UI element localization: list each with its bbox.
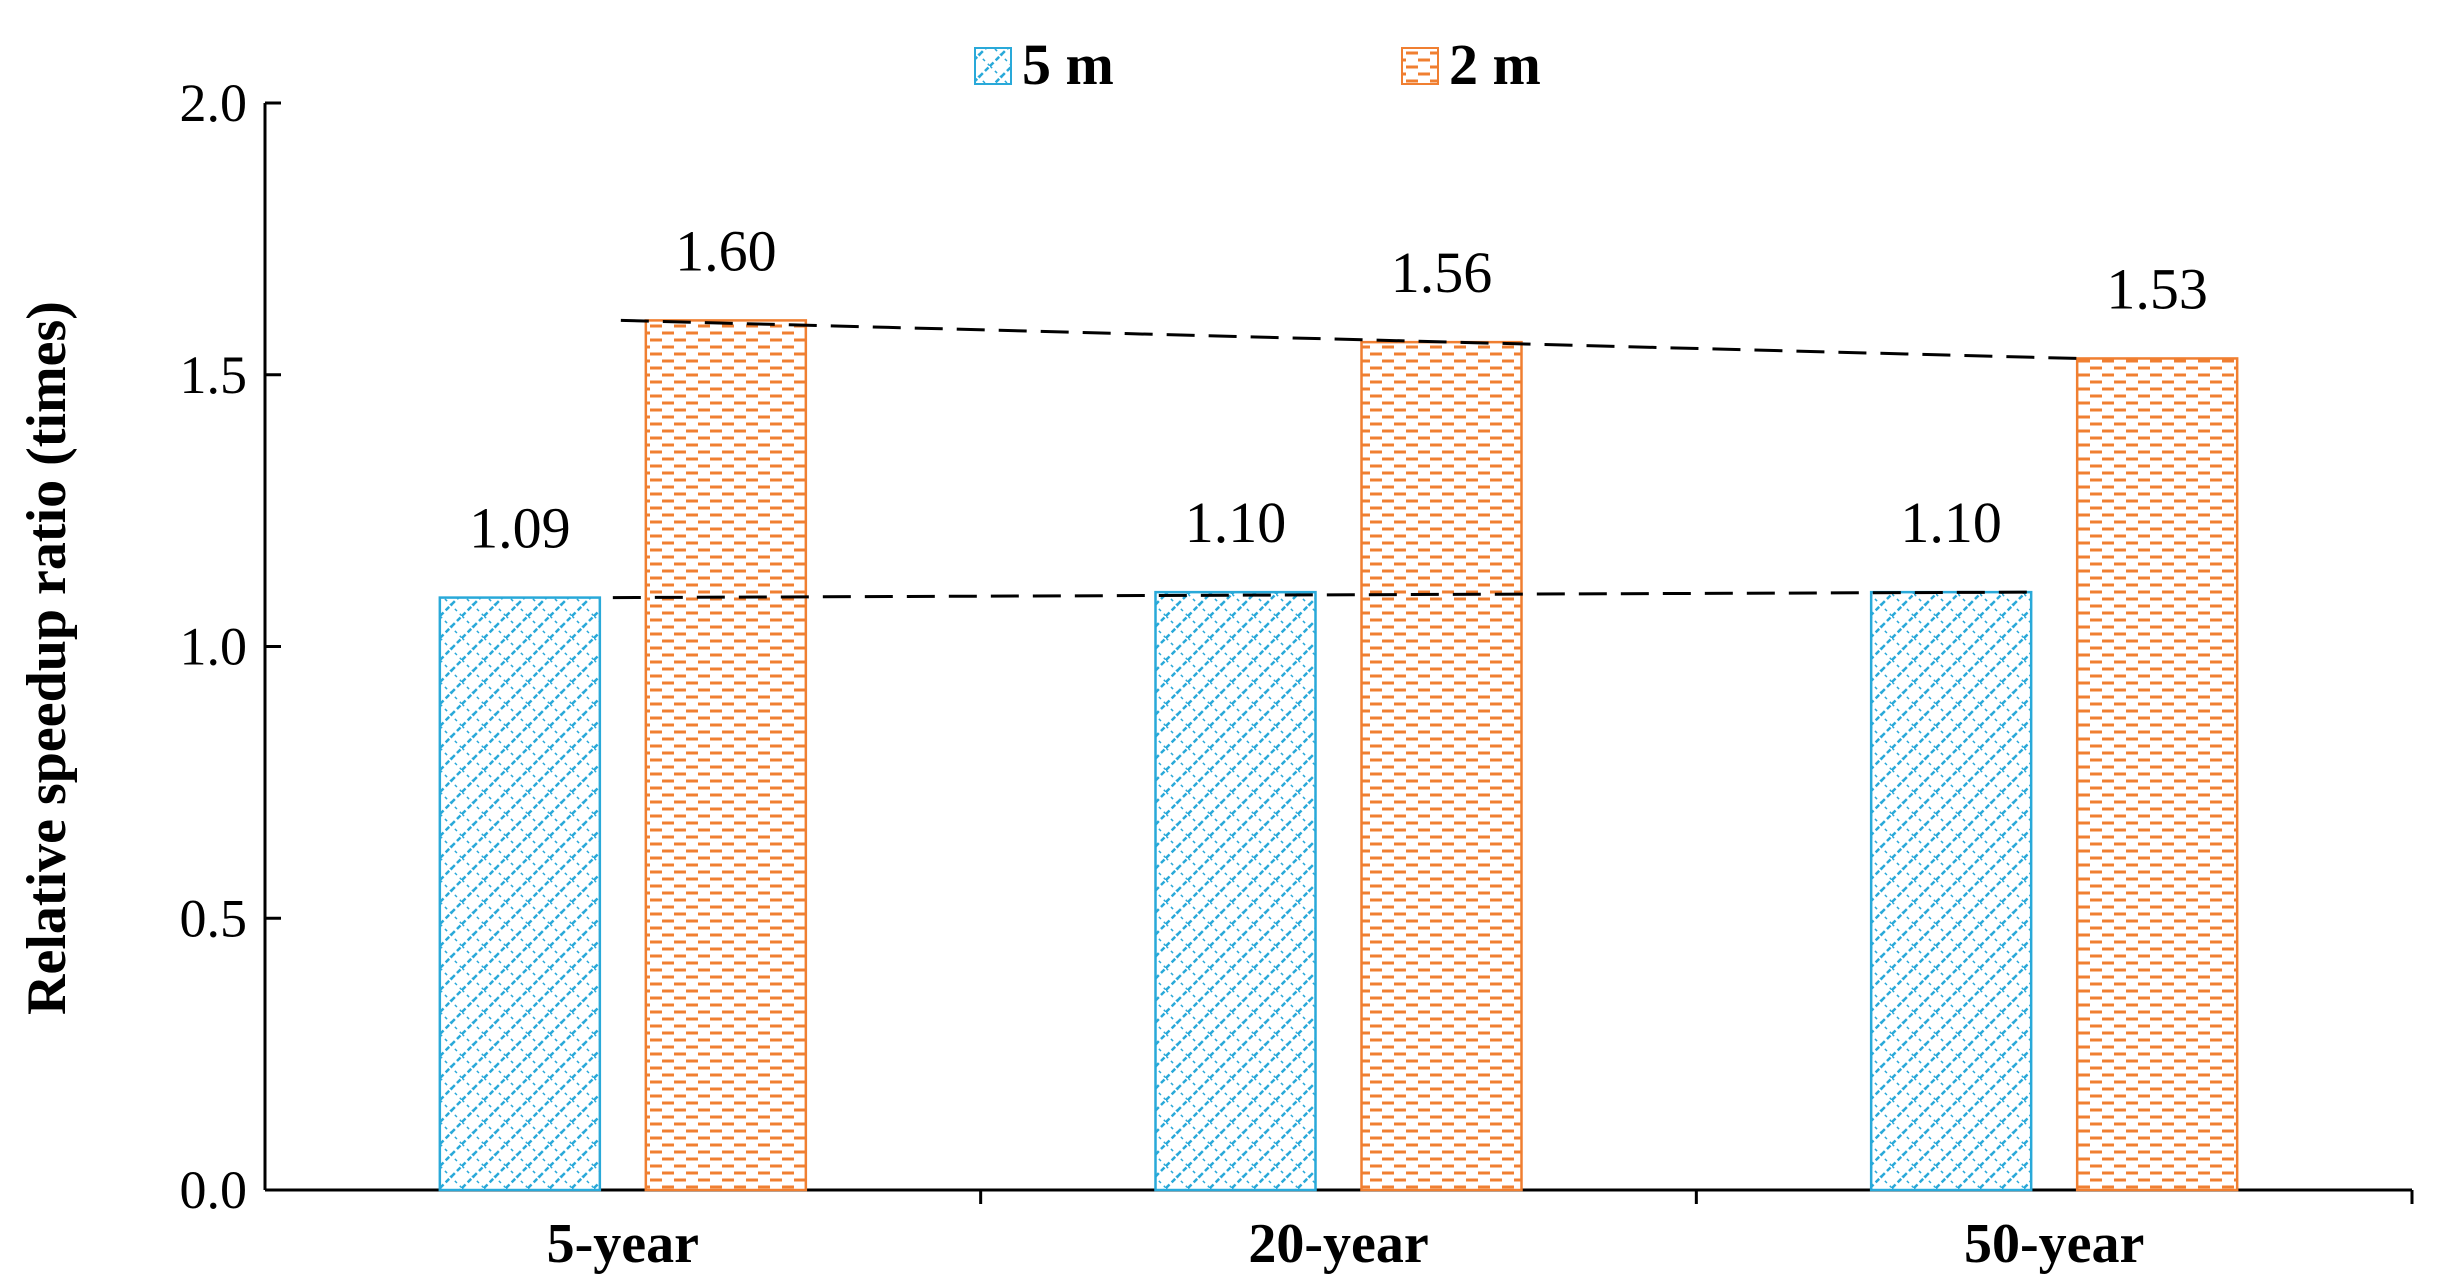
data-label: 1.56 <box>1391 240 1493 305</box>
y-tick-label: 1.0 <box>180 617 248 677</box>
trend-line-5m <box>612 590 2032 600</box>
y-tick-label: 1.5 <box>180 345 248 405</box>
y-tick-label: 0.5 <box>180 888 248 948</box>
bar-5m-1 <box>1154 590 1317 1192</box>
data-label: 1.60 <box>675 218 777 283</box>
x-tick-label: 50-year <box>1964 1213 2144 1275</box>
bar-5m-0 <box>438 596 602 1192</box>
legend-swatch-5m <box>974 47 1012 85</box>
y-tick-label: 2.0 <box>180 73 248 133</box>
legend-swatch-2m <box>1401 47 1439 85</box>
legend: 5 m 2 m <box>974 32 1541 97</box>
data-labels: 1.09 1.10 1.10 1.60 1.56 1.53 <box>469 218 2208 560</box>
trend-line-2m <box>620 318 2078 360</box>
bar-2m-1 <box>1360 340 1523 1192</box>
data-label: 1.10 <box>1185 490 1287 555</box>
data-label: 1.09 <box>469 496 571 561</box>
x-tick-label: 5-year <box>547 1213 699 1275</box>
bars <box>438 319 2239 1192</box>
data-label: 1.53 <box>2106 256 2208 321</box>
y-tick-label: 0.0 <box>180 1160 248 1220</box>
trend-lines <box>612 318 2078 600</box>
legend-label-5m: 5 m <box>1022 32 1114 97</box>
bar-2m-2 <box>2075 357 2239 1192</box>
axes: 0.0 0.5 1.0 1.5 2.0 5-year 20-year 50-year <box>180 73 2414 1275</box>
bar-5m-2 <box>1869 590 2033 1192</box>
legend-label-2m: 2 m <box>1449 32 1541 97</box>
x-tick-label: 20-year <box>1248 1213 1428 1275</box>
data-label: 1.10 <box>1900 490 2002 555</box>
bar-2m-0 <box>644 319 808 1192</box>
y-axis-label: Relative speedup ratio (times) <box>16 301 78 1015</box>
